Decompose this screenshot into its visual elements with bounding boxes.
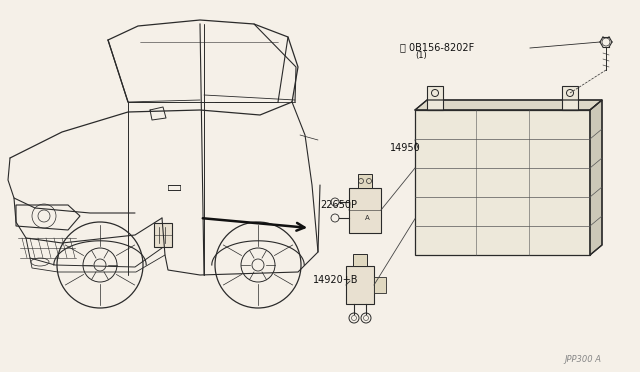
Polygon shape [590, 100, 602, 255]
Bar [374, 277, 386, 293]
Text: Ⓑ 0B156-8202F: Ⓑ 0B156-8202F [400, 42, 474, 52]
Bar [562, 86, 578, 110]
Text: A: A [365, 215, 369, 221]
Text: 14920+B: 14920+B [313, 275, 358, 285]
Bar [154, 223, 172, 247]
Bar [353, 254, 367, 266]
Bar [349, 188, 381, 233]
Bar [427, 86, 443, 110]
Bar [358, 174, 372, 188]
Text: JPP300 A: JPP300 A [564, 356, 601, 365]
Text: 14950: 14950 [390, 143, 420, 153]
Text: 22650P: 22650P [320, 200, 357, 210]
Polygon shape [415, 100, 602, 110]
Bar [415, 110, 590, 255]
Bar [346, 266, 374, 304]
Text: (1): (1) [415, 51, 427, 60]
